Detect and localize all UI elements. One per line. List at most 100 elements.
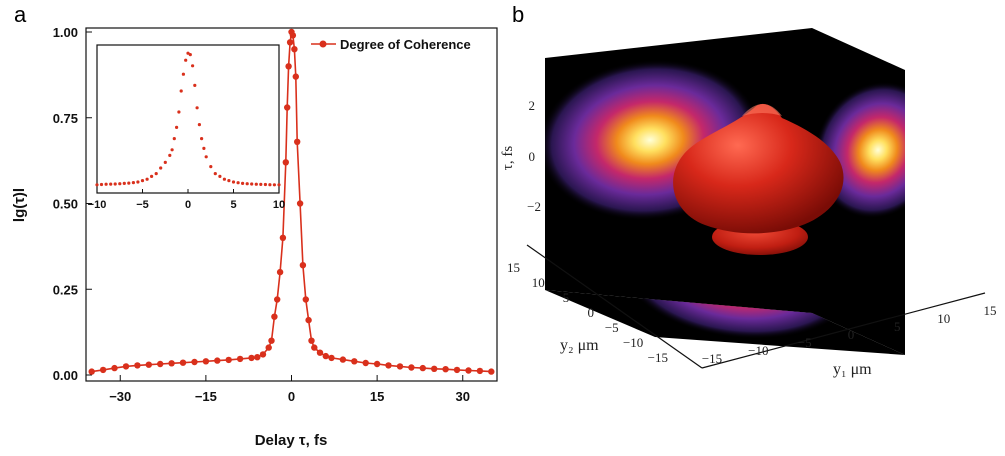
data-point	[284, 104, 291, 111]
legend: Degree of Coherence	[311, 37, 471, 52]
data-point	[408, 364, 415, 371]
inset-data-point	[272, 183, 276, 187]
y1-tick-label: −10	[748, 343, 768, 358]
y1-tick-label: −5	[798, 335, 812, 350]
data-point	[328, 354, 335, 362]
inset-data-point	[236, 181, 240, 185]
data-point	[122, 363, 130, 370]
inset-data-point	[263, 182, 267, 187]
y2-axis-title: y₂ μm	[560, 337, 599, 354]
inset-x-ticks: −10 −5 0 5 10	[88, 189, 285, 211]
inset-data-point	[170, 148, 174, 152]
data-point	[265, 344, 272, 351]
y1-axis-title: y₁ μm	[833, 361, 872, 378]
isosurface	[673, 103, 844, 255]
x-tick-label: 15	[370, 389, 384, 404]
data-point	[276, 268, 284, 276]
y-axis-title: lg(τ)l	[11, 188, 28, 222]
inset-data-point	[109, 182, 113, 186]
data-point	[271, 313, 278, 320]
inset-data-point	[104, 182, 108, 186]
data-point	[282, 159, 289, 166]
y1-tick-label: 10	[937, 311, 950, 326]
y1-axis-line	[701, 292, 986, 369]
data-point	[302, 296, 309, 303]
panel-a-chart: −30 −15 0 15 30 0.00 0.25 0.50 0.75 1.00 Degree …	[11, 25, 498, 449]
inset-data-point	[172, 137, 176, 141]
inset-data-point	[209, 165, 213, 169]
inset-data-point	[250, 182, 254, 186]
data-point	[259, 351, 267, 358]
panel-b-3d-plot: 2 0 −2 τ, fs 15 10 5 0 −5 −10 −15 y₂ μm −15 −10…	[500, 28, 997, 378]
inset-data-point	[254, 182, 258, 186]
data-point	[179, 359, 187, 366]
inset-x-tick-label: −5	[136, 199, 149, 211]
inset-data-point	[195, 106, 199, 110]
data-point	[111, 364, 118, 372]
y1-tick-label: 0	[848, 327, 855, 342]
inset-data-point	[197, 123, 201, 127]
data-point	[431, 365, 438, 372]
tau-tick-label: 0	[529, 149, 536, 164]
x-tick-label: −30	[109, 389, 131, 404]
inset-data-point	[159, 166, 163, 170]
data-point	[286, 39, 294, 46]
inset-data-point	[136, 180, 140, 184]
inset-data-point	[200, 137, 204, 141]
inset-data-point	[99, 182, 104, 187]
data-point	[476, 367, 484, 375]
inset-data-point	[168, 153, 172, 157]
inset-data-point	[150, 174, 154, 178]
x-tick-label: −15	[195, 389, 217, 404]
inset-data-point	[227, 179, 231, 183]
y-tick-label: 1.00	[53, 25, 78, 40]
inset-data-point	[188, 53, 192, 57]
inset-data-point	[175, 125, 179, 129]
data-point	[274, 296, 281, 303]
data-point	[396, 363, 404, 370]
data-point	[305, 316, 312, 324]
data-point	[308, 337, 315, 344]
data-point	[236, 355, 244, 363]
data-point	[465, 367, 472, 374]
inset-x-tick-label: 10	[273, 199, 285, 211]
inset-data-point	[204, 155, 208, 159]
data-point	[134, 362, 141, 369]
inset-data-point	[213, 172, 217, 176]
inset-data-point	[131, 181, 135, 185]
y2-tick-label: 15	[507, 260, 520, 275]
inset-data-point	[177, 110, 181, 114]
data-point	[488, 368, 495, 375]
y2-tick-label: −10	[623, 335, 643, 350]
inset-data-point	[202, 146, 206, 150]
y2-tick-label: 10	[532, 275, 545, 290]
y1-tick-label: 5	[894, 319, 901, 334]
data-point	[191, 358, 198, 366]
data-point	[268, 337, 275, 344]
data-point	[285, 63, 292, 70]
y2-tick-label: 5	[563, 290, 570, 305]
data-point	[296, 200, 304, 207]
inset-data-point	[231, 180, 236, 184]
data-point	[311, 344, 318, 351]
tau-tick-label: −2	[527, 199, 541, 214]
data-point	[168, 360, 175, 367]
isosurface-main	[673, 103, 844, 234]
data-point	[351, 358, 358, 365]
data-point	[316, 349, 324, 356]
inset-x-tick-label: 5	[230, 199, 236, 211]
inset-data-point	[186, 51, 190, 55]
inset-chart: −10 −5 0 5 10	[88, 44, 285, 211]
y-tick-label: 0.75	[53, 111, 78, 126]
legend-label: Degree of Coherence	[340, 37, 471, 52]
data-point	[299, 262, 307, 269]
data-point	[145, 361, 152, 368]
series-degree-of-coherence	[88, 28, 495, 375]
inset-data-point	[191, 64, 195, 68]
legend-marker	[319, 40, 327, 48]
x-axis-title: Delay τ, fs	[255, 432, 328, 449]
inset-data-point	[181, 72, 185, 76]
data-point	[248, 354, 255, 362]
data-point	[339, 356, 347, 363]
data-point	[385, 362, 392, 369]
